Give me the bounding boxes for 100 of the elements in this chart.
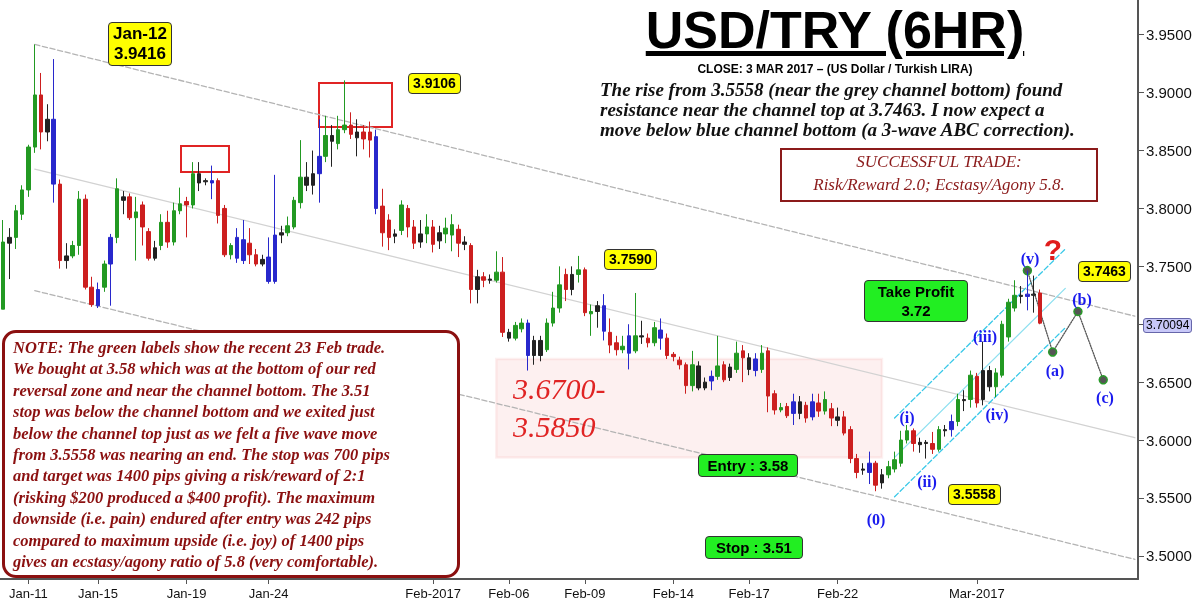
candlestick: [494, 250, 499, 284]
candlestick: [652, 321, 657, 347]
candlestick: [349, 111, 353, 140]
candlestick: [703, 377, 707, 391]
candlestick: [406, 204, 410, 238]
annotation: 3.7590: [604, 249, 657, 270]
candlestick: [835, 407, 840, 427]
candlestick: [791, 393, 796, 426]
candlestick: [728, 363, 732, 382]
annotation: SUCCESSFUL TRADE:: [855, 151, 1023, 173]
y-tick-label: 3.9500: [1146, 26, 1192, 44]
candlestick: [602, 293, 606, 341]
candlestick: [247, 227, 252, 265]
candlestick: [70, 240, 75, 259]
candlestick: [425, 213, 429, 244]
x-tick-label: Jan-19: [166, 586, 207, 600]
candlestick: [633, 292, 638, 354]
candlestick: [911, 427, 916, 453]
annotation: (c): [1096, 389, 1114, 407]
candlestick: [1000, 320, 1004, 379]
candlestick: [905, 424, 909, 445]
candlestick: [715, 335, 720, 381]
candlestick: [443, 217, 448, 244]
candlestick: [583, 267, 587, 317]
candlestick: [930, 431, 935, 455]
candlestick: [943, 424, 947, 438]
candlestick: [159, 213, 163, 251]
candlestick: [342, 79, 347, 134]
candlestick: [488, 273, 492, 285]
candlestick: [772, 389, 777, 416]
candlestick: [829, 402, 834, 427]
candlestick: [538, 335, 543, 362]
candlestick: [620, 335, 625, 354]
text: NOTE: The green labels show the recent 23 Feb trade. We bought at 3.58 which was at the bottom of our red reversal zone and near the channel bottom. The 3.51 stop was below the channel bottom and we exited just below the channel top just as we felt a five wave move from 3.5558 was nearing an end. The stop was 700 pips and target was 1400 pips giving a risk/reward of 2:1 (risking $200 produced a $400 profit). The maximum downside (i.e. pain) endured after entry was 242 pips compared to maximum upside (i.e. joy) of 1400 pips gives an ecstasy/agony ratio of 5.8 (very comfortable).: [13, 338, 390, 572]
candlestick: [810, 393, 815, 421]
candlestick: [285, 216, 290, 237]
candlestick: [608, 317, 612, 354]
candlestick: [924, 439, 928, 460]
candlestick: [867, 451, 872, 485]
x-tick-label: Feb-14: [652, 586, 694, 600]
annotation: (a): [1045, 362, 1065, 380]
y-tick-label: 3.8000: [1146, 199, 1192, 217]
x-tick-label: Feb-22: [817, 586, 859, 600]
annotation: 3.5558: [948, 484, 1001, 505]
candlestick: [551, 291, 555, 328]
candlestick: [576, 255, 581, 284]
candlestick: [994, 367, 998, 398]
candlestick: [956, 393, 960, 427]
candlestick: [741, 344, 745, 383]
candlestick: [20, 184, 24, 221]
annotation: Entry : 3.58: [698, 454, 798, 477]
point: [1098, 375, 1108, 385]
annotation: Risk/Reward 2.0; Ecstasy/Agony 5.8.: [812, 174, 1066, 196]
candlestick: [545, 317, 549, 353]
text: CLOSE: 3 MAR 2017 – (US Dollar / Turkish LIRA): [696, 62, 974, 76]
candlestick: [646, 333, 650, 348]
candlestick: [197, 161, 201, 192]
candlestick: [450, 213, 454, 252]
candlestick: [431, 219, 435, 253]
x-tick-label: Mar-2017: [948, 586, 1005, 600]
candlestick: [380, 188, 385, 248]
candlestick: [45, 103, 50, 142]
candlestick: [241, 219, 246, 265]
candlestick: [753, 352, 758, 377]
candlestick: [684, 361, 688, 395]
candlestick: [677, 356, 682, 370]
candlestick: [317, 118, 322, 204]
annotation: 3.7463: [1078, 261, 1131, 282]
candlestick: [355, 118, 359, 157]
candlestick: [418, 219, 423, 249]
band-label: 3.6700-3.5850: [513, 371, 607, 446]
y-tick-label: 3.6000: [1146, 431, 1192, 449]
candlestick: [873, 460, 878, 492]
candlestick: [153, 240, 157, 262]
candlestick: [146, 227, 151, 262]
candlestick: [121, 190, 126, 215]
y-tick-label: 3.6500: [1146, 373, 1192, 391]
candlestick: [614, 335, 619, 357]
x-tick-label: Feb-06: [488, 586, 530, 600]
x-tick-label: Jan-15: [78, 586, 118, 600]
candlestick: [481, 271, 486, 288]
candlestick: [690, 350, 695, 392]
candlestick: [557, 265, 562, 314]
candlestick: [393, 228, 397, 244]
candlestick: [507, 328, 511, 343]
candlestick: [949, 414, 954, 438]
candlestick: [456, 224, 461, 258]
annotation: (iv): [985, 406, 1009, 424]
candlestick: [1019, 285, 1023, 304]
candlestick: [987, 365, 992, 392]
annotation: (i): [899, 409, 915, 427]
candlestick: [279, 225, 284, 244]
annotation: Take Profit 3.72: [864, 280, 968, 322]
candlestick: [216, 177, 220, 224]
candlestick: [387, 213, 391, 251]
y-tick-label: 3.5500: [1146, 489, 1192, 507]
x-tick-label: Feb-09: [564, 586, 606, 600]
candlestick: [374, 129, 378, 215]
candlestick: [412, 219, 416, 250]
candlestick: [962, 389, 966, 412]
